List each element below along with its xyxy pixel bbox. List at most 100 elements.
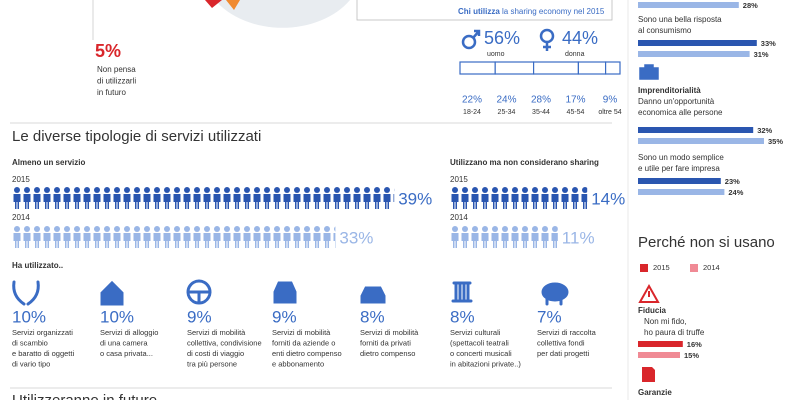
- service-percent: 10%: [12, 307, 46, 326]
- service-icon: [273, 281, 297, 304]
- group-title: Utilizzano ma non considerano sharing: [450, 158, 599, 167]
- service-text: Servizi di mobilità: [360, 328, 419, 337]
- service-percent: 10%: [100, 307, 134, 326]
- bar-label: 32%: [757, 126, 772, 135]
- group-title: Almeno un servizio: [12, 158, 85, 167]
- bar-label: 16%: [687, 340, 702, 349]
- reason-text: Sono una bella risposta: [638, 15, 722, 24]
- service-percent: 9%: [187, 307, 212, 326]
- service-icon: [186, 279, 212, 305]
- age-segment: [577, 61, 607, 75]
- reason-text: Sono un modo semplice: [638, 153, 724, 162]
- service-text: di scambio: [12, 338, 48, 347]
- age-segment: [604, 61, 621, 75]
- bar: [638, 178, 721, 184]
- bar: [638, 127, 754, 133]
- gender-percent: 44%: [562, 28, 598, 48]
- service-text: o concerti musicali: [450, 349, 512, 358]
- note-line: Non pensa: [97, 65, 136, 74]
- service-text: e baratto di oggetti: [12, 349, 74, 358]
- people-bar: [450, 225, 558, 249]
- service-text: forniti da privati: [360, 338, 411, 347]
- age-percent: 24%: [496, 95, 516, 106]
- people-bar: [12, 225, 336, 249]
- pie-remnant: [92, 0, 350, 40]
- gender-icon: [472, 29, 481, 39]
- age-percent: 17%: [565, 95, 585, 106]
- gender-name: donna: [565, 51, 585, 58]
- bar-label: 35%: [768, 137, 783, 146]
- row-percent: 39%: [398, 189, 432, 208]
- section-title: Le diverse tipologie di servizi utilizza…: [12, 128, 261, 145]
- bar: [638, 51, 750, 57]
- year-label: 2015: [450, 175, 468, 184]
- service-text: tra più persone: [187, 359, 237, 368]
- people-row: [12, 225, 336, 249]
- age-name: oltre 54: [598, 109, 621, 116]
- people-row: [450, 225, 558, 249]
- bar-label: 33%: [761, 39, 776, 48]
- people-row: [450, 186, 588, 210]
- reason-text: al consumismo: [638, 26, 692, 35]
- legend-label: 2014: [703, 263, 720, 272]
- bar-label: 28%: [743, 1, 758, 10]
- section-title: Perché non si usano: [638, 234, 775, 251]
- age-name: 18-24: [463, 109, 481, 116]
- gender-icon: [461, 34, 477, 50]
- service-text: in abitazioni private..): [450, 359, 521, 368]
- age-percent: 28%: [531, 95, 551, 106]
- bar-label: 24%: [728, 188, 743, 197]
- briefcase-icon: [639, 64, 659, 80]
- service-text: Servizi organizzati: [12, 328, 73, 337]
- service-icon: [360, 286, 386, 304]
- bar-label: 15%: [684, 351, 699, 360]
- age-name: 35-44: [532, 109, 550, 116]
- document-icon: [642, 367, 655, 382]
- service-text: e abbonamento: [272, 359, 324, 368]
- bar-label: 31%: [754, 50, 769, 59]
- gender-percent: 56%: [484, 28, 520, 48]
- service-percent: 8%: [450, 307, 475, 326]
- service-icon: [12, 280, 40, 306]
- legend-swatch: [690, 264, 698, 272]
- reason-text: e utile per fare impresa: [638, 164, 720, 173]
- warning-icon: [638, 283, 660, 303]
- legend-swatch: [640, 264, 648, 272]
- service-text: Servizi di mobilità: [187, 328, 246, 337]
- service-percent: 8%: [360, 307, 385, 326]
- gender-name: uomo: [487, 51, 505, 58]
- reason-heading: Fiducia: [638, 306, 667, 315]
- service-text: forniti da aziende o: [272, 338, 335, 347]
- reason-heading: Imprenditorialità: [638, 86, 701, 95]
- age-name: 45-54: [567, 109, 585, 116]
- people-row: [12, 186, 395, 210]
- service-text: Servizi di raccolta: [537, 328, 597, 337]
- people-bar: [12, 186, 395, 210]
- service-text: collettiva, condivisione: [187, 338, 262, 347]
- users-title: Chi utilizza la sharing economy nel 2015: [458, 7, 605, 16]
- service-text: (spettacoli teatrali: [450, 338, 509, 347]
- bar: [638, 40, 757, 46]
- service-icon: [541, 282, 569, 306]
- age-name: 25-34: [498, 109, 516, 116]
- service-text: di vario tipo: [12, 359, 50, 368]
- bar: [638, 352, 680, 358]
- bar: [638, 2, 739, 8]
- reason-text: Non mi fido,: [644, 317, 687, 326]
- service-text: o casa privata...: [100, 349, 153, 358]
- row-percent: 11%: [562, 228, 595, 247]
- row-percent: 14%: [591, 189, 625, 208]
- row-percent: 33%: [339, 228, 373, 247]
- service-icon: [451, 281, 473, 303]
- reason-text: Danno un'opportunità: [638, 97, 715, 106]
- note-line: in futuro: [97, 88, 126, 97]
- year-label: 2014: [450, 213, 468, 222]
- service-icon: [100, 280, 124, 306]
- age-segment: [532, 61, 579, 75]
- age-percent: 9%: [603, 95, 618, 106]
- reason-text: economica alle persone: [638, 108, 723, 117]
- reason-text: ho paura di truffe: [644, 328, 705, 337]
- users-title-bold: Chi utilizza: [458, 7, 500, 16]
- service-text: Servizi di mobilità: [272, 328, 331, 337]
- note-line: di utilizzarli: [97, 77, 136, 86]
